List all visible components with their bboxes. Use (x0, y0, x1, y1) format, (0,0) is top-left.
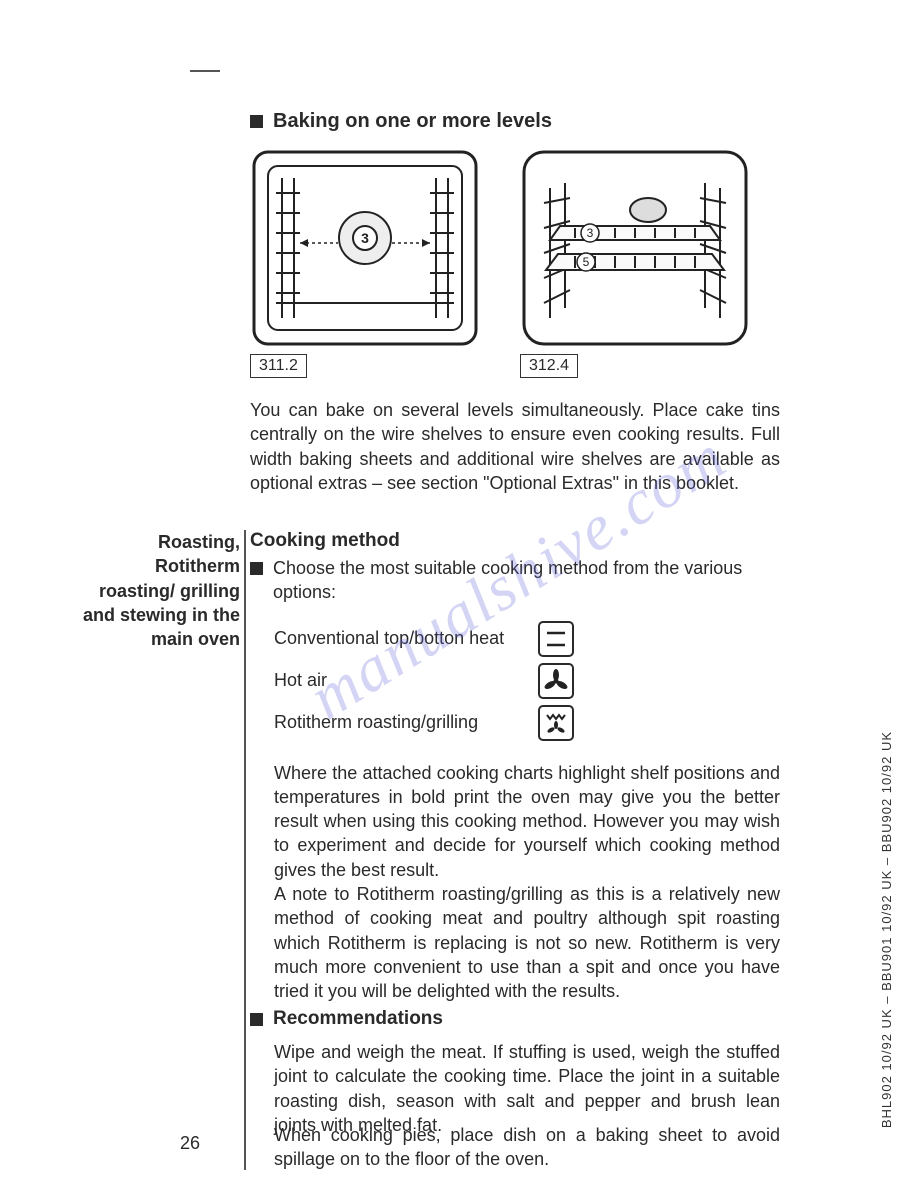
section-recommendations: Recommendations Wipe and weigh the meat.… (250, 1008, 780, 1137)
heading-baking-levels: Baking on one or more levels (273, 110, 552, 133)
subheading-cooking-method: Cooking method (250, 530, 780, 552)
paragraph-rotitherm-note: A note to Rotitherm roasting/grilling as… (250, 882, 780, 1003)
fan-icon (538, 663, 574, 699)
figures-row: 3 311.2 (250, 148, 780, 396)
method-row-conventional: Conventional top/botton heat (250, 621, 780, 657)
vertical-divider (244, 530, 246, 1170)
method-label-rotitherm: Rotitherm roasting/grilling (274, 712, 524, 733)
sidebar-heading-roasting: Roasting, Rotitherm roasting/ grilling a… (80, 530, 240, 651)
method-label-conventional: Conventional top/botton heat (274, 628, 524, 649)
method-row-rotitherm: Rotitherm roasting/grilling (250, 705, 780, 741)
figure-caption-2: 312.4 (520, 354, 578, 378)
svg-text:3: 3 (587, 226, 594, 240)
rotitherm-icon (538, 705, 574, 741)
page-number: 26 (180, 1133, 200, 1154)
fig1-shelf-label: 3 (361, 230, 369, 246)
paragraph-cooking-charts: Where the attached cooking charts highli… (250, 761, 780, 882)
decorative-dash (190, 70, 220, 72)
method-label-hotair: Hot air (274, 670, 524, 691)
section-heading-baking: Baking on one or more levels (250, 110, 780, 143)
section-cooking-method: Cooking method Choose the most suitable … (250, 530, 780, 1004)
conventional-heat-icon (538, 621, 574, 657)
side-reference-codes: BHL902 10/92 UK – BBU901 10/92 UK – BBU9… (879, 731, 894, 1128)
method-row-hotair: Hot air (250, 663, 780, 699)
square-bullet-icon (250, 562, 263, 575)
figure-311-2: 3 311.2 (250, 148, 480, 378)
figure-312-4: 3 5 312.4 (520, 148, 750, 378)
paragraph-baking-levels: You can bake on several levels simultane… (250, 398, 780, 495)
subheading-recommendations: Recommendations (273, 1008, 443, 1030)
figure-caption-1: 311.2 (250, 354, 307, 378)
square-bullet-icon (250, 115, 263, 128)
square-bullet-icon (250, 1013, 263, 1026)
svg-text:5: 5 (583, 255, 590, 269)
paragraph-pies: When cooking pies, place dish on a bakin… (250, 1123, 780, 1172)
bullet-cooking-options: Choose the most suitable cooking method … (273, 556, 780, 605)
